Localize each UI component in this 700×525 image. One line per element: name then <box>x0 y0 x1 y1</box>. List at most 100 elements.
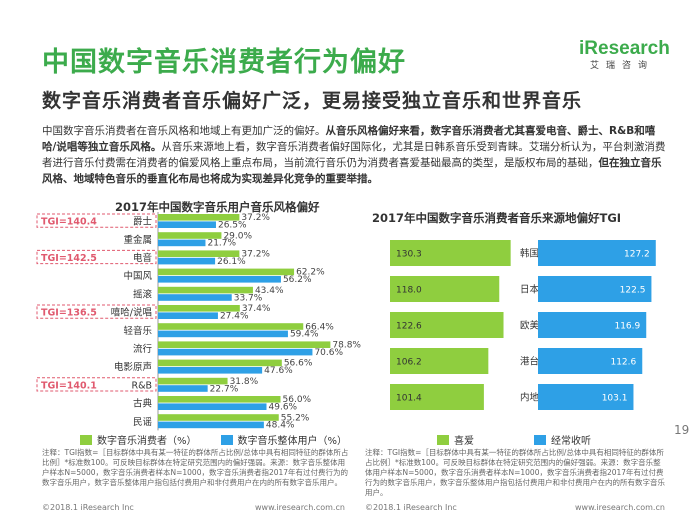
intro-paragraph: 中国数字音乐消费者在音乐风格和地域上有更加广泛的偏好。从音乐风格偏好来看，数字音… <box>42 123 668 187</box>
right-bar-like-value: 130.3 <box>396 250 422 260</box>
right-bar-often <box>538 384 634 410</box>
page-number: 19 <box>674 423 690 437</box>
left-bar-value: 37.2% <box>241 250 270 260</box>
left-bar-value: 43.4% <box>255 286 284 296</box>
left-bar <box>158 214 240 221</box>
footer-left-url: www.iresearch.com.cn <box>255 503 345 512</box>
right-bar-often-value: 103.1 <box>602 394 628 404</box>
left-bar <box>158 403 267 410</box>
right-bar-often-value: 112.6 <box>610 358 636 368</box>
right-bar-often <box>538 276 652 302</box>
left-bar <box>158 276 281 283</box>
left-bar-value: 29.0% <box>223 231 252 241</box>
legend-swatch-consumers <box>80 434 92 445</box>
page-subtitle: 数字音乐消费者音乐偏好广泛，更易接受独立音乐和世界音乐 <box>42 90 583 112</box>
left-bar <box>158 250 240 257</box>
left-bar <box>158 367 263 374</box>
left-bar <box>158 348 313 356</box>
left-bar <box>158 239 206 247</box>
left-bar <box>158 257 216 265</box>
left-bar-value: 56.0% <box>283 395 312 405</box>
footer-right-copy: ©2018.1 iResearch Inc <box>365 503 457 512</box>
right-bar-like-value: 106.2 <box>396 358 422 368</box>
left-category-label: 流行 <box>133 343 153 355</box>
right-bar-like <box>390 276 500 302</box>
left-bar <box>158 421 264 429</box>
right-bar-like-value: 101.4 <box>396 394 422 404</box>
iresearch-logo: iResearch 艾瑞咨询 <box>579 38 670 71</box>
tgi-highlight-box <box>36 377 157 392</box>
left-bar <box>158 414 279 421</box>
legend-label-like: 喜爱 <box>454 436 474 447</box>
left-bar <box>158 286 253 294</box>
left-bar-value: 37.4% <box>242 304 271 314</box>
left-bar-value: 59.4% <box>290 330 319 340</box>
footer-right-url: www.iresearch.com.cn <box>575 503 665 512</box>
left-bar-value: 70.6% <box>314 348 343 358</box>
tgi-annotation: TGI=140.4 <box>41 217 97 228</box>
left-category-label: 轻音乐 <box>123 325 152 337</box>
legend-label-consumers: 数字音乐消费者（%） <box>97 436 197 447</box>
right-note: 注释：TGI指数=［目标群体中具有某一特征的群体所占比例/总体中具有相同特征的群… <box>365 448 665 497</box>
left-bar-value: 56.6% <box>284 359 313 369</box>
tgi-annotation: TGI=136.5 <box>41 308 97 319</box>
left-bar <box>158 359 282 367</box>
left-bar-value: 33.7% <box>234 293 263 303</box>
legend-label-often: 经常收听 <box>551 436 591 447</box>
left-bar <box>158 294 232 301</box>
legend-swatch-like <box>437 434 449 445</box>
left-category-label: 重金属 <box>123 234 152 246</box>
tgi-annotation: TGI=142.5 <box>41 253 97 264</box>
right-category-label: 韩国 <box>520 248 539 260</box>
right-bar-often <box>538 348 643 374</box>
left-bar-value: 26.1% <box>217 257 246 267</box>
right-chart-title: 2017年中国数字音乐消费者音乐来源地偏好TGI <box>372 211 622 225</box>
left-bar <box>158 305 240 312</box>
right-bar-often-value: 127.2 <box>624 250 650 260</box>
right-category-label: 内地 <box>520 392 540 404</box>
para-part2: 从音乐风格偏好来看，数字音乐消费者尤其喜爱电音、爵士、R&B和嘻哈/说唱等独立音… <box>42 125 656 153</box>
left-bar <box>158 268 295 276</box>
legend-label-all-users: 数字音乐整体用户（%） <box>237 436 348 447</box>
logo-brand: iResearch <box>579 38 670 59</box>
right-bar-like <box>390 240 511 266</box>
right-bar-often-value: 116.9 <box>614 322 640 332</box>
right-category-label: 港台 <box>520 356 539 368</box>
left-legend: 数字音乐消费者（%） 数字音乐整体用户（%） <box>80 432 347 447</box>
para-part3: 从音乐来源地上看，数字音乐消费者偏好国际化，尤其是日韩系音乐受到青睐。艾瑞分析认… <box>42 141 666 169</box>
left-bar-value: 37.2% <box>241 213 270 223</box>
tgi-highlight-box <box>36 304 157 319</box>
left-category-label: 摇滚 <box>133 288 153 300</box>
left-category-label: 嘻哈/说唱 <box>111 307 152 319</box>
right-bar-like <box>390 348 489 374</box>
right-bar-like-value: 122.6 <box>396 322 422 332</box>
tgi-annotation: TGI=140.1 <box>41 380 97 391</box>
left-bar <box>158 330 288 338</box>
para-part1: 中国数字音乐消费者在音乐风格和地域上有更加广泛的偏好。 <box>42 125 326 137</box>
left-bar-value: 55.2% <box>281 413 310 423</box>
left-bar <box>158 396 281 403</box>
right-bar-often-value: 122.5 <box>620 286 646 296</box>
left-bar <box>158 323 304 330</box>
left-bar <box>158 232 222 239</box>
left-bar-value: 49.6% <box>269 403 298 413</box>
left-bar <box>158 312 218 319</box>
left-bar-value: 66.4% <box>305 322 334 332</box>
left-bar-value: 56.2% <box>283 275 312 285</box>
left-category-label: 民谣 <box>133 416 153 428</box>
left-category-label: 爵士 <box>133 216 153 228</box>
left-bar-value: 26.5% <box>218 221 247 231</box>
region-preference-chart: 130.3 韩国 127.2 118.0 日本 122.5 122.6 欧美 116.9 106.… <box>390 240 656 410</box>
left-category-label: 电音 <box>133 252 152 264</box>
left-bar-value: 21.7% <box>207 239 236 249</box>
tgi-highlight-box <box>36 213 157 228</box>
right-bar-like <box>390 384 484 410</box>
left-chart-title: 2017年中国数字音乐用户音乐风格偏好 <box>115 200 320 214</box>
right-category-label: 欧美 <box>520 320 540 332</box>
left-category-label: 古典 <box>133 398 153 410</box>
right-category-label: 日本 <box>520 284 540 296</box>
left-bar <box>158 377 228 385</box>
logo-cn: 艾瑞咨询 <box>589 61 654 71</box>
left-bar <box>158 341 331 348</box>
